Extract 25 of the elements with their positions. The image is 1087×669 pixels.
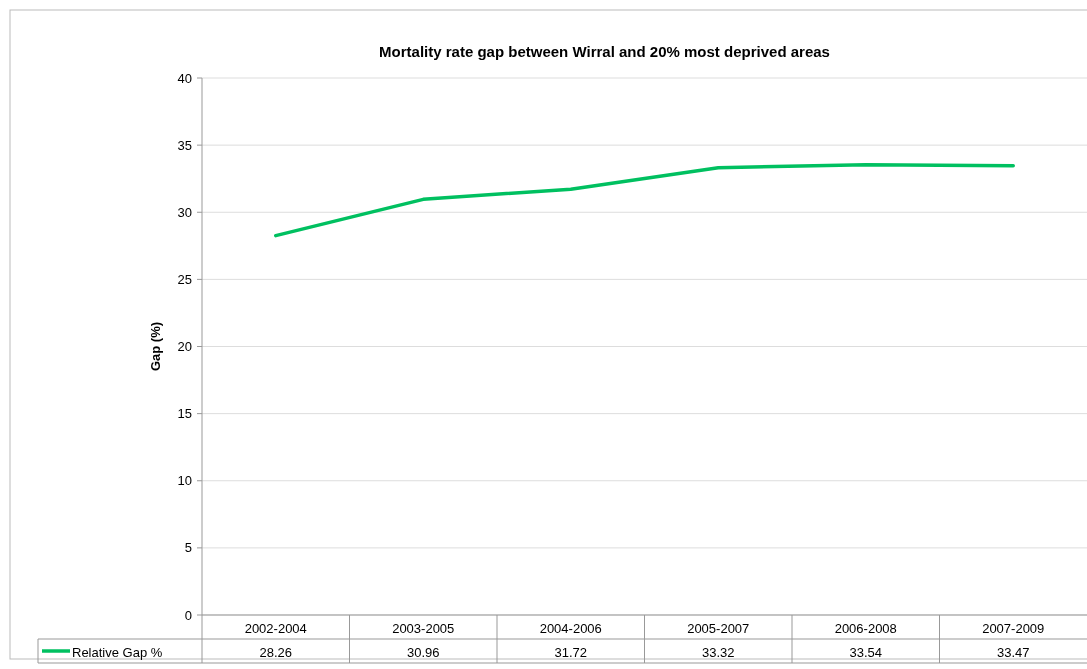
legend-label: Relative Gap % bbox=[72, 644, 163, 660]
data-label: 33.54 bbox=[849, 644, 883, 660]
chart-title: Mortality rate gap between Wirral and 20% most deprived areas bbox=[379, 43, 830, 60]
y-axis-title: Gap (%) bbox=[148, 321, 163, 372]
data-label: 31.72 bbox=[554, 644, 588, 660]
y-tick-label: 5 bbox=[184, 540, 192, 556]
data-label: 33.47 bbox=[996, 644, 1030, 660]
x-tick-label: 2007-2009 bbox=[982, 620, 1045, 636]
data-label: 33.32 bbox=[701, 644, 735, 660]
y-tick-label: 20 bbox=[177, 339, 192, 355]
x-tick-label: 2002-2004 bbox=[244, 620, 307, 636]
data-label: 30.96 bbox=[406, 644, 440, 660]
line-series bbox=[274, 162, 1015, 238]
x-tick-label: 2005-2007 bbox=[687, 620, 750, 636]
x-tick-label: 2004-2006 bbox=[539, 620, 602, 636]
y-tick-label: 40 bbox=[177, 70, 192, 86]
y-tick-label: 30 bbox=[177, 204, 192, 220]
x-tick-label: 2006-2008 bbox=[834, 620, 897, 636]
y-tick-label: 15 bbox=[177, 406, 192, 422]
y-tick-label: 10 bbox=[177, 473, 192, 489]
x-tick-label: 2003-2005 bbox=[392, 620, 455, 636]
y-tick-label: 35 bbox=[177, 137, 192, 153]
y-tick-label: 0 bbox=[184, 607, 192, 623]
y-tick-label: 25 bbox=[177, 271, 192, 287]
data-label: 28.26 bbox=[259, 644, 293, 660]
